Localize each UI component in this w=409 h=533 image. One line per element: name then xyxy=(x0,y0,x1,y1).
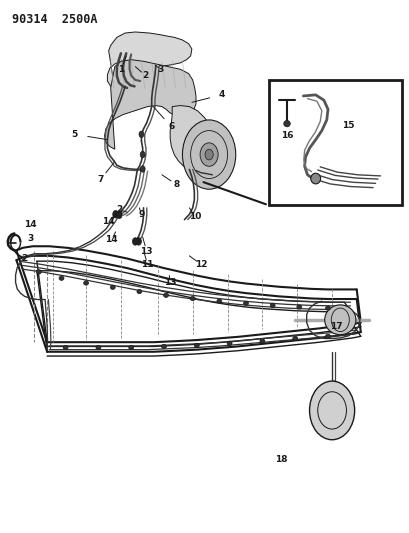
Ellipse shape xyxy=(36,270,41,274)
Ellipse shape xyxy=(325,306,330,310)
Bar xyxy=(268,80,401,205)
Text: 4: 4 xyxy=(218,91,224,99)
Ellipse shape xyxy=(63,345,68,350)
Ellipse shape xyxy=(83,281,88,285)
Ellipse shape xyxy=(243,301,248,305)
Polygon shape xyxy=(107,32,191,89)
Ellipse shape xyxy=(259,339,264,343)
Text: 13: 13 xyxy=(140,247,153,256)
Ellipse shape xyxy=(137,289,142,294)
Ellipse shape xyxy=(135,238,141,245)
Text: 2: 2 xyxy=(21,254,28,263)
Ellipse shape xyxy=(182,120,235,189)
Ellipse shape xyxy=(190,296,195,301)
Text: 17: 17 xyxy=(329,322,342,330)
Ellipse shape xyxy=(96,345,101,350)
Ellipse shape xyxy=(59,276,64,280)
Ellipse shape xyxy=(194,343,199,348)
Ellipse shape xyxy=(128,345,133,350)
Ellipse shape xyxy=(200,143,218,166)
Text: 10: 10 xyxy=(188,212,200,221)
Ellipse shape xyxy=(140,166,145,172)
Text: 15: 15 xyxy=(342,121,354,130)
Text: 12: 12 xyxy=(195,261,207,269)
Text: 1: 1 xyxy=(117,65,124,74)
Ellipse shape xyxy=(112,211,118,218)
Ellipse shape xyxy=(116,211,122,219)
Ellipse shape xyxy=(292,336,297,341)
Ellipse shape xyxy=(325,334,330,338)
Ellipse shape xyxy=(270,303,274,308)
Text: 18: 18 xyxy=(274,455,286,464)
Text: 14: 14 xyxy=(25,221,37,229)
Ellipse shape xyxy=(324,305,355,335)
Ellipse shape xyxy=(140,151,145,158)
Text: 6: 6 xyxy=(168,123,174,131)
Ellipse shape xyxy=(227,341,231,345)
Text: 16: 16 xyxy=(280,132,292,140)
Polygon shape xyxy=(170,106,218,171)
Text: 3: 3 xyxy=(157,65,164,74)
Ellipse shape xyxy=(216,299,221,303)
Text: 90314  2500A: 90314 2500A xyxy=(12,13,98,26)
Text: 9: 9 xyxy=(138,210,144,219)
Ellipse shape xyxy=(132,238,138,245)
Text: 14: 14 xyxy=(105,236,117,244)
Ellipse shape xyxy=(309,381,354,440)
Text: 2: 2 xyxy=(142,71,148,80)
Ellipse shape xyxy=(310,173,320,184)
Text: 14: 14 xyxy=(102,217,115,225)
Text: 3: 3 xyxy=(27,235,34,243)
Text: 5: 5 xyxy=(71,130,78,139)
Polygon shape xyxy=(104,60,196,149)
Text: 13: 13 xyxy=(164,278,176,287)
Text: 8: 8 xyxy=(173,181,180,189)
Ellipse shape xyxy=(110,285,115,289)
Ellipse shape xyxy=(139,131,144,138)
Ellipse shape xyxy=(204,149,213,160)
Ellipse shape xyxy=(283,120,290,127)
Ellipse shape xyxy=(296,305,301,309)
Text: 2: 2 xyxy=(115,205,122,214)
Text: 11: 11 xyxy=(141,260,153,269)
Ellipse shape xyxy=(163,293,168,297)
Text: 7: 7 xyxy=(97,175,103,184)
Ellipse shape xyxy=(161,344,166,349)
